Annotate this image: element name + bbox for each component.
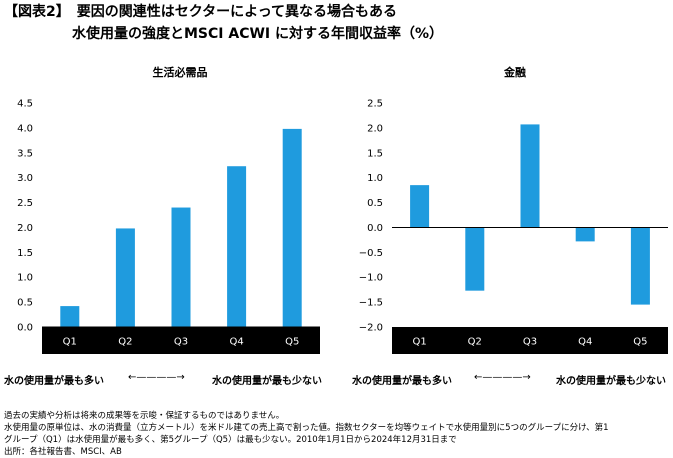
x-category-label: Q4: [229, 337, 243, 348]
category-band: [42, 327, 320, 354]
y-tick-label: 0.5: [17, 298, 33, 309]
chart-title-staples: 生活必需品: [153, 65, 208, 79]
y-tick-label: 3.5: [17, 148, 33, 159]
y-tick-label: 4.5: [17, 99, 33, 110]
plot-staples: 4.5 4.0 3.5 3.0 2.5 2.0 1.5 1.0 0.5 0.0 Q1 Q2 Q3 Q4 Q5: [17, 99, 320, 354]
bar: [465, 227, 485, 291]
y-tick-label: 2.5: [17, 198, 33, 209]
range-left-high: 水の使用量が最も少ない: [212, 376, 322, 387]
bar: [282, 128, 302, 327]
y-tick-label: 0.0: [17, 323, 33, 334]
y-tick-label: −1.5: [359, 298, 383, 309]
y-tick-label: 2.5: [367, 99, 383, 110]
y-tick-label: −0.5: [359, 248, 383, 259]
x-category-label: Q4: [578, 337, 592, 348]
y-tick-label: 1.0: [367, 173, 383, 184]
x-category-label: Q2: [468, 337, 482, 348]
bar: [575, 227, 595, 242]
y-tick-label: 2.0: [17, 223, 33, 234]
range-left-arrow: ←————→: [128, 372, 185, 383]
bar: [171, 207, 191, 327]
bar: [410, 185, 430, 228]
footnote-line: 水使用量の原単位は、水の消費量（立方メートル）を米ドル建ての売上高で割った値。指…: [4, 423, 609, 433]
plot-financials: 2.5 2.0 1.5 1.0 0.5 0.0 −0.5 −1.0 −1.5 −2.0 Q1 Q2 Q3…: [359, 99, 668, 354]
bar: [520, 124, 540, 228]
bar: [630, 227, 650, 305]
bar: [227, 166, 247, 327]
footnote-line: グループ（Q1）は水使用量が最も多く、第5グループ（Q5）は最も少ない。2010…: [4, 435, 457, 445]
range-right-low: 水の使用量が最も多い: [352, 376, 452, 387]
y-tick-label: 0.0: [367, 223, 383, 234]
y-tick-label: 1.0: [17, 273, 33, 284]
figure-title: 【図表2】 要因の関連性はセクターによって異なる場合もある: [4, 4, 398, 20]
bar: [115, 228, 135, 327]
bar: [60, 306, 80, 327]
x-category-label: Q1: [63, 337, 77, 348]
footnote-line: 過去の実績や分析は将来の成果等を示唆・保証するものではありません。: [4, 411, 285, 421]
y-tick-label: 1.5: [367, 148, 383, 159]
y-tick-label: −1.0: [359, 273, 383, 284]
chart-title-financials: 金融: [503, 65, 526, 79]
footnotes: 過去の実績や分析は将来の成果等を示唆・保証するものではありません。 水使用量の原…: [4, 410, 669, 458]
range-right-high: 水の使用量が最も少ない: [556, 376, 666, 387]
x-category-label: Q2: [118, 337, 132, 348]
y-tick-label: 0.5: [367, 198, 383, 209]
figure-subtitle: 水使用量の強度とMSCI ACWI に対する年間収益率（%）: [72, 26, 444, 42]
y-tick-label: 1.5: [17, 248, 33, 259]
x-category-label: Q5: [633, 337, 647, 348]
y-tick-label: 4.0: [17, 123, 33, 134]
charts-area: 生活必需品 金融 4.5 4.0 3.5 3.0 2.5 2.0 1.5 1.0 0.5 0.0 Q…: [17, 65, 668, 354]
x-category-label: Q1: [412, 337, 426, 348]
x-category-label: Q3: [523, 337, 537, 348]
x-category-label: Q3: [174, 337, 188, 348]
range-right-arrow: ←————→: [474, 372, 531, 383]
y-tick-label: 3.0: [17, 173, 33, 184]
footnote-line: 出所：各社報告書、MSCI、AB: [4, 447, 122, 457]
y-tick-label: −2.0: [359, 323, 383, 334]
category-band: [392, 327, 668, 354]
y-tick-label: 2.0: [367, 123, 383, 134]
range-left-low: 水の使用量が最も多い: [4, 376, 104, 387]
x-category-label: Q5: [285, 337, 299, 348]
